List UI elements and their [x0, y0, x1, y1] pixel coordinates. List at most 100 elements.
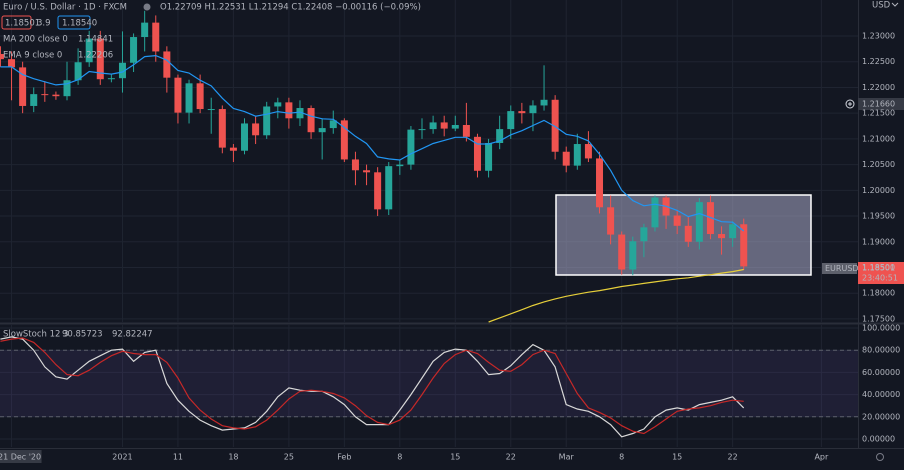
y-tick-label: 1.20000 [862, 186, 895, 195]
symbol-title[interactable]: Euro / U.S. Dollar · 1D · FXCM [3, 3, 127, 13]
candle-body [85, 38, 93, 63]
market-status[interactable] [143, 3, 151, 11]
candle-body [429, 122, 437, 130]
candle-body [618, 234, 626, 270]
countdown: 23:40:51 [862, 274, 898, 283]
candle-body [684, 225, 692, 242]
x-tick-label: 2021 [112, 453, 132, 462]
candle-body [130, 37, 138, 63]
candle-body [418, 129, 426, 131]
candle-body [573, 144, 581, 166]
candle-body [0, 54, 4, 60]
candle-body [174, 77, 182, 113]
y-tick-label: 1.21000 [862, 134, 895, 143]
add-alert-plus [848, 102, 852, 106]
candle-body [695, 202, 703, 242]
y-tick-label: 40.00000 [862, 390, 900, 399]
candle-body [607, 207, 615, 235]
marks-layer [0, 10, 748, 438]
crosshair-price: 1.21660 [862, 100, 895, 109]
x-tick-label: 21 Dec '20 [0, 453, 41, 462]
candle-body [551, 99, 559, 152]
candle-body [740, 224, 748, 267]
symbol-tag: EURUSD [825, 264, 859, 273]
candle-body [396, 164, 404, 167]
candle-body [263, 106, 271, 136]
candle-body [307, 108, 315, 133]
candle-body [196, 83, 204, 110]
candle-body [207, 109, 215, 111]
y-tick-label: 100.0000 [862, 323, 900, 332]
drawn-rectangle[interactable] [555, 194, 812, 276]
candle-body [107, 78, 115, 80]
crosshair-time-box [0, 450, 42, 463]
candle-body [363, 170, 371, 173]
y-tick-label: 80.00000 [862, 346, 900, 355]
candle-body [318, 128, 326, 133]
buy-box[interactable] [57, 15, 91, 30]
x-tick-label: 15 [672, 453, 682, 462]
candle-body [41, 94, 49, 96]
add-alert[interactable] [845, 99, 855, 109]
y-tick-label: 1.20500 [862, 160, 895, 169]
candle-body [451, 124, 459, 129]
candle-body [496, 129, 504, 143]
candle-body [241, 123, 249, 151]
y-tick-label: 60.00000 [862, 368, 900, 377]
candle-body [440, 122, 448, 129]
y-tick-label: 1.17500 [862, 314, 895, 323]
y-tick-label: 20.00000 [862, 412, 900, 421]
symbol-tag-box [822, 263, 857, 274]
candle-body [63, 80, 71, 97]
y-tick-label: 1.21500 [862, 109, 895, 118]
candle-body [141, 22, 149, 38]
x-tick-label: 15 [450, 453, 460, 462]
candle-body [485, 142, 493, 171]
x-tick-label: 22 [506, 453, 516, 462]
candle-body [285, 102, 293, 119]
y-tick-label: 1.18500 [862, 263, 895, 272]
candle-body [629, 241, 637, 270]
candle-body [340, 120, 348, 160]
candle-body [8, 59, 16, 68]
crosshair-price-box [858, 98, 904, 110]
buy-price[interactable]: 1.18540 [62, 19, 97, 29]
y-tick-label: 1.19000 [862, 237, 895, 246]
ema-legend-name[interactable]: EMA 9 close 0 [3, 51, 62, 61]
ma-legend-name[interactable]: MA 200 close 0 [3, 35, 68, 45]
x-tick-label: 11 [173, 453, 183, 462]
ema-legend-value: 1.22206 [78, 51, 113, 61]
candle-body [729, 224, 737, 239]
y-tick-label: 0.00000 [862, 435, 895, 444]
sell-box[interactable] [1, 15, 32, 30]
candle-body [640, 227, 648, 242]
candle-body [185, 83, 193, 113]
currency[interactable]: USD [872, 1, 891, 11]
currency-dropdown[interactable] [891, 2, 899, 7]
candle-body [96, 38, 104, 80]
candle-body [540, 99, 548, 106]
price-tag: 1.18501 [862, 264, 895, 273]
candle-body [274, 102, 282, 107]
stoch-legend-name[interactable]: SlowStoch 12 3 [3, 330, 69, 340]
candle-body [19, 67, 27, 106]
y-tick-label: 1.22000 [862, 83, 895, 92]
candle-body [385, 166, 393, 210]
x-tick-label: 22 [728, 453, 738, 462]
indicator-line [0, 54, 745, 232]
x-tick-label: Apr [814, 453, 829, 462]
candle-body [30, 94, 38, 106]
sell-price[interactable]: 1.18501 [5, 19, 40, 29]
x-tick-label: 25 [284, 453, 294, 462]
x-tick-label: 8 [619, 453, 624, 462]
candle-body [118, 62, 126, 79]
candle-body [518, 111, 526, 114]
ma-legend-value: 1.14841 [78, 35, 113, 45]
candle-body [529, 105, 537, 114]
candle-body [584, 144, 592, 159]
candle-body [351, 159, 359, 171]
candle-body [52, 94, 60, 97]
settings[interactable] [876, 453, 884, 461]
